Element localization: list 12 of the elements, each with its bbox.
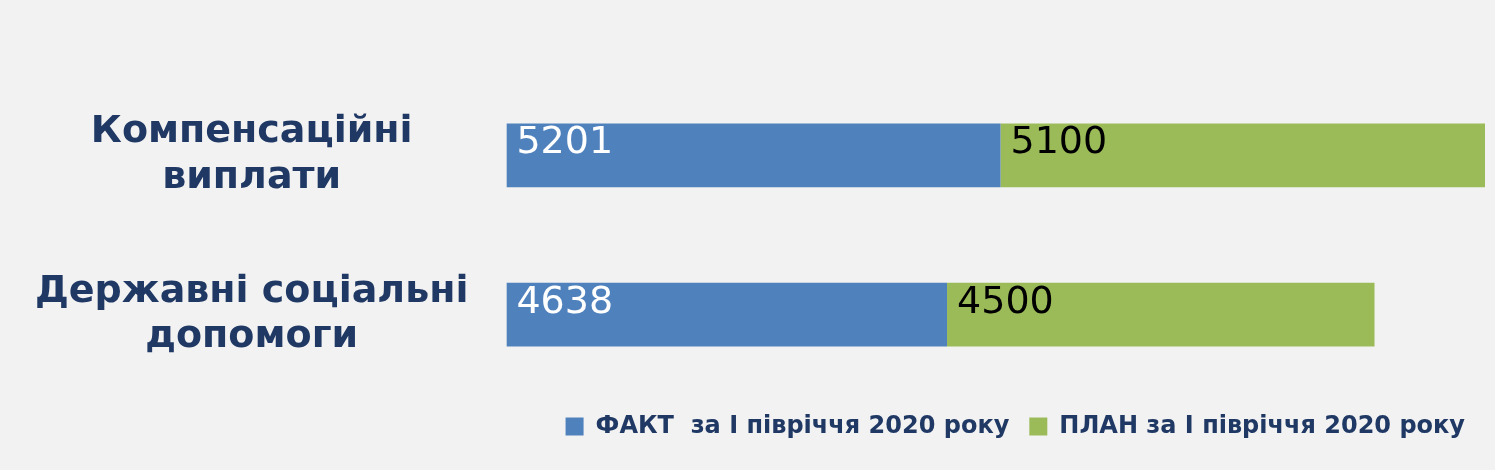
data-label: 5100 [1010,118,1108,163]
bar [506,123,1001,188]
y-tick-label: Державні соціальні допомоги [35,266,469,357]
legend-label: ПЛАН за І півріччя 2020 року [1059,410,1466,439]
bar [947,282,1375,347]
data-label: 4638 [516,277,614,322]
data-label: 4500 [957,277,1054,322]
bar [1000,123,1485,188]
y-tick-label: Компенсаційні виплати [90,107,413,197]
bar [506,282,948,347]
legend-label: ФАКТ за І півріччя 2020 року [595,410,1010,439]
data-label: 5201 [516,118,614,163]
